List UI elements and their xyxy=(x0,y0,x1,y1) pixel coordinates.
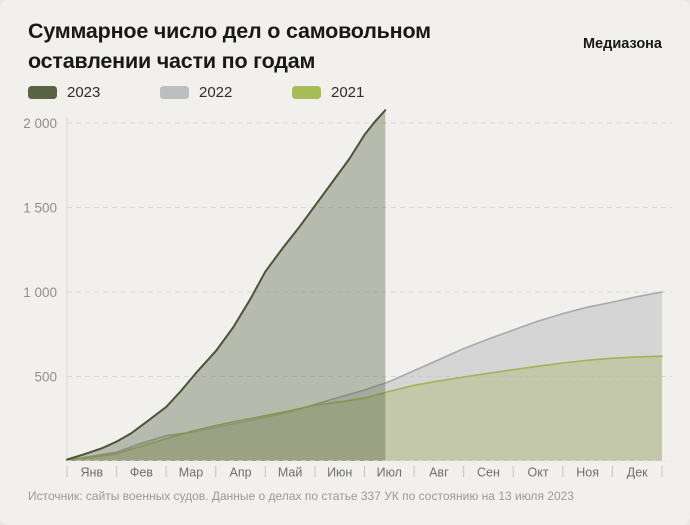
x-axis-tick-label: Июл xyxy=(377,466,402,480)
x-axis-tick-label: Май xyxy=(278,466,303,480)
legend-swatch-2022 xyxy=(160,86,189,99)
brand-logo: Медиазона xyxy=(582,36,662,52)
series-line-2022 xyxy=(66,291,663,461)
x-axis-tick-label: Мар xyxy=(179,466,204,480)
x-axis-tick-label: Сен xyxy=(477,466,500,480)
series-area-2021 xyxy=(67,356,662,461)
source-note: Источник: сайты военных судов. Данные о … xyxy=(28,489,574,503)
x-axis-tick-label: Фев xyxy=(130,466,153,480)
series-area-2023 xyxy=(67,110,386,461)
legend: 2023 2022 2021 xyxy=(0,84,690,101)
x-axis-tick-label: Янв xyxy=(81,466,104,480)
series-line-2023 xyxy=(66,109,387,461)
legend-item-2022: 2022 xyxy=(160,84,232,101)
series-2023 xyxy=(66,109,387,461)
legend-label-2021: 2021 xyxy=(331,84,365,101)
y-axis-tick-label: 2 000 xyxy=(23,116,57,131)
legend-item-2021: 2021 xyxy=(292,84,364,101)
x-axis-tick-label: Окт xyxy=(528,466,549,480)
x-axis-tick-label: Дек xyxy=(627,466,648,480)
y-axis-tick-label: 500 xyxy=(34,370,57,385)
legend-swatch-2021 xyxy=(292,86,321,99)
x-axis-tick-label: Авг xyxy=(429,466,449,480)
x-axis-tick-label: Июн xyxy=(327,466,352,480)
series-2021 xyxy=(66,355,663,461)
page-title: Суммарное число дел о самовольном оставл… xyxy=(28,16,431,76)
x-axis-tick-label: Апр xyxy=(230,466,252,480)
title-line-2: оставлении части по годам xyxy=(28,49,316,73)
y-axis-tick-label: 1 000 xyxy=(23,285,57,300)
x-axis: Янв Фев Мар Апр Май Июн Июл Авг Сен Окт Ноя Дек xyxy=(66,466,663,480)
legend-label-2022: 2022 xyxy=(199,84,233,101)
legend-label-2023: 2023 xyxy=(67,84,101,101)
legend-item-2023: 2023 xyxy=(28,84,100,101)
x-axis-tick-label: Ноя xyxy=(576,466,599,480)
series-line-2021 xyxy=(66,355,663,461)
y-axis-tick-label: 1 500 xyxy=(23,201,57,216)
legend-swatch-2023 xyxy=(28,86,57,99)
title-line-1: Суммарное число дел о самовольном xyxy=(28,19,431,43)
